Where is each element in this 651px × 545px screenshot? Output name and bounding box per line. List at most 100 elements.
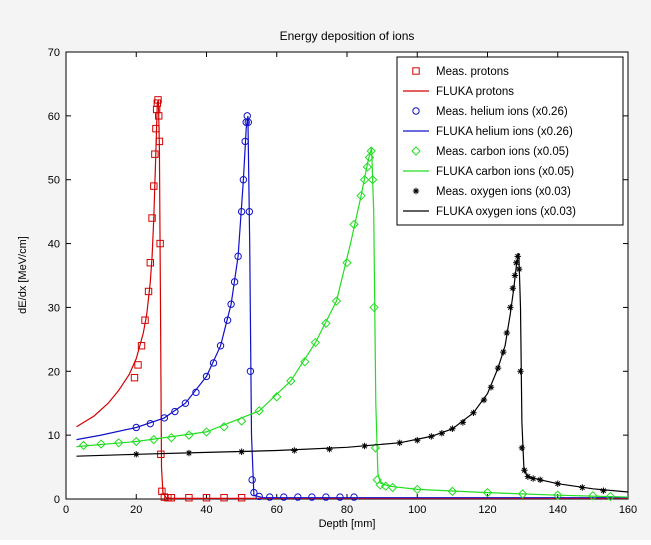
data-point	[487, 384, 495, 391]
legend-label: FLUKA oxygen ions (x0.03)	[436, 206, 576, 218]
data-point	[308, 493, 316, 501]
legend: Meas. protons FLUKA protons Meas. helium i…	[396, 56, 624, 226]
x-tick-label: 100	[408, 504, 426, 516]
data-point	[359, 175, 370, 185]
y-tick-label: 40	[48, 239, 60, 251]
legend-label: FLUKA carbon ions (x0.05)	[436, 166, 574, 178]
legend-entry: FLUKA carbon ions (x0.05)	[403, 166, 574, 178]
y-tick-label: 30	[48, 302, 60, 314]
legend-entry: Meas. carbon ions (x0.05)	[411, 146, 569, 158]
x-tick-label: 60	[271, 504, 283, 516]
data-point	[331, 296, 342, 306]
data-point	[171, 407, 179, 416]
data-point	[518, 444, 526, 452]
data-point	[286, 376, 296, 386]
data-point	[131, 436, 141, 447]
y-tick-label: 60	[48, 111, 60, 123]
x-tick-label: 20	[130, 504, 142, 516]
legend-entry: FLUKA helium ions (x0.26)	[403, 126, 573, 138]
data-point	[326, 445, 333, 453]
data-point	[158, 487, 166, 496]
data-point	[248, 476, 256, 484]
series-3	[76, 115, 628, 499]
legend-label: Meas. oxygen ions (x0.03)	[436, 186, 571, 198]
legend-label: Meas. carbon ions (x0.05)	[436, 146, 569, 158]
data-point	[137, 342, 146, 350]
data-point	[148, 214, 156, 222]
data-point	[185, 494, 193, 502]
x-tick-label: 120	[478, 504, 496, 516]
data-point	[600, 487, 607, 494]
series-layer	[76, 96, 629, 502]
data-point	[78, 440, 89, 451]
data-point	[181, 399, 190, 407]
data-point	[280, 493, 288, 501]
legend-label: FLUKA protons	[436, 86, 514, 98]
legend-entry: Meas. helium ions (x0.26)	[412, 106, 568, 118]
data-point	[272, 392, 282, 402]
data-point	[480, 396, 488, 404]
legend-box	[396, 56, 624, 226]
legend-marker-swatch	[412, 187, 420, 195]
data-point	[216, 342, 225, 350]
data-point	[588, 491, 598, 501]
data-point	[482, 487, 493, 498]
data-point	[380, 481, 391, 491]
y-tick-label: 10	[48, 430, 60, 442]
legend-marker-swatch	[412, 67, 420, 75]
data-point	[220, 494, 228, 502]
data-point	[370, 443, 381, 453]
data-point	[459, 419, 467, 426]
legend-entry: Meas. oxygen ions (x0.03)	[412, 186, 571, 198]
y-tick-label: 0	[54, 494, 60, 506]
legend-label: FLUKA helium ions (x0.26)	[436, 126, 573, 138]
data-point	[130, 373, 139, 382]
x-tick-label: 80	[341, 504, 353, 516]
y-axis-label: dE/dx [MeV/cm]	[17, 236, 29, 314]
data-point	[350, 493, 358, 501]
x-tick-label: 160	[619, 504, 637, 516]
x-tick-label: 40	[200, 504, 212, 516]
series-2	[132, 112, 358, 501]
data-point	[414, 437, 421, 444]
legend-label: Meas. protons	[436, 66, 509, 78]
data-point	[300, 357, 310, 367]
data-point	[113, 438, 124, 448]
legend-entry: Meas. protons	[412, 66, 509, 78]
series-line	[76, 99, 628, 499]
data-point	[321, 318, 331, 329]
data-point	[447, 486, 458, 497]
data-point	[605, 491, 616, 502]
data-point	[507, 304, 514, 311]
legend-marker-swatch	[411, 146, 421, 156]
series-line	[76, 252, 629, 493]
legend-entry: FLUKA oxygen ions (x0.03)	[403, 206, 576, 218]
data-point	[294, 493, 302, 501]
data-point	[310, 337, 321, 348]
data-point	[254, 406, 264, 416]
data-point	[146, 259, 155, 267]
axes: 0 20 40 60 80 100 120 140 160 0 10 20 30 40 50 60 70	[48, 47, 637, 516]
x-tick-label: 140	[549, 504, 567, 516]
data-point	[553, 490, 563, 500]
data-point	[236, 416, 247, 426]
y-tick-label: 20	[48, 366, 60, 378]
data-point	[517, 368, 524, 375]
data-point	[202, 372, 211, 381]
data-point	[134, 361, 142, 369]
data-point	[342, 258, 352, 268]
y-tick-label: 50	[48, 175, 60, 187]
series-line	[76, 115, 628, 499]
series-5	[76, 147, 629, 498]
legend-marker-swatch	[412, 107, 420, 115]
data-point	[150, 182, 158, 190]
series-line	[76, 147, 629, 498]
data-point	[517, 489, 528, 499]
legend-label: Meas. helium ions (x0.26)	[436, 106, 568, 118]
data-point	[322, 493, 330, 501]
data-point	[509, 285, 516, 292]
series-1	[76, 99, 628, 499]
x-axis-label: Depth [mm]	[319, 518, 376, 530]
data-point	[362, 162, 373, 172]
